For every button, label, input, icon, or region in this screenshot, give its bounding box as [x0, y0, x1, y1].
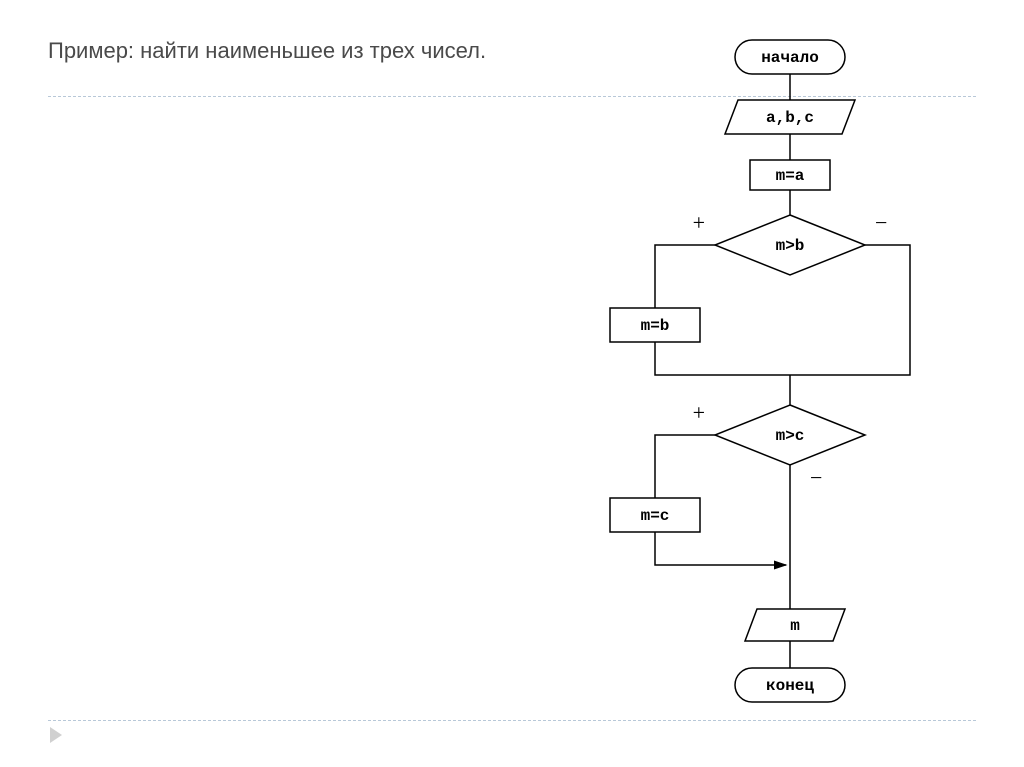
edge-assignc-merge	[655, 532, 786, 565]
branch-minus1: −	[875, 210, 887, 235]
edge-dec2-true	[655, 435, 715, 498]
node-start-label: начало	[761, 49, 819, 67]
flowchart-diagram: начало a,b,c m=a m>b + − m=b m>c + − m=c…	[560, 35, 980, 730]
node-assign-c-label: m=c	[641, 507, 670, 525]
edge-assignb-merge	[655, 342, 790, 375]
node-dec2-label: m>c	[776, 427, 805, 445]
node-dec1-label: m>b	[776, 237, 805, 255]
branch-plus2: +	[693, 400, 705, 425]
branch-plus1: +	[693, 210, 705, 235]
branch-minus2: −	[810, 465, 822, 490]
node-assign-b-label: m=b	[641, 317, 670, 335]
page-title: Пример: найти наименьшее из трех чисел.	[48, 38, 486, 64]
node-assign-a-label: m=a	[776, 167, 805, 185]
next-arrow-icon[interactable]	[50, 727, 62, 743]
node-input-label: a,b,c	[766, 109, 814, 127]
node-end-label: конец	[766, 677, 814, 695]
edge-dec1-true	[655, 245, 715, 308]
node-output-label: m	[790, 617, 800, 635]
